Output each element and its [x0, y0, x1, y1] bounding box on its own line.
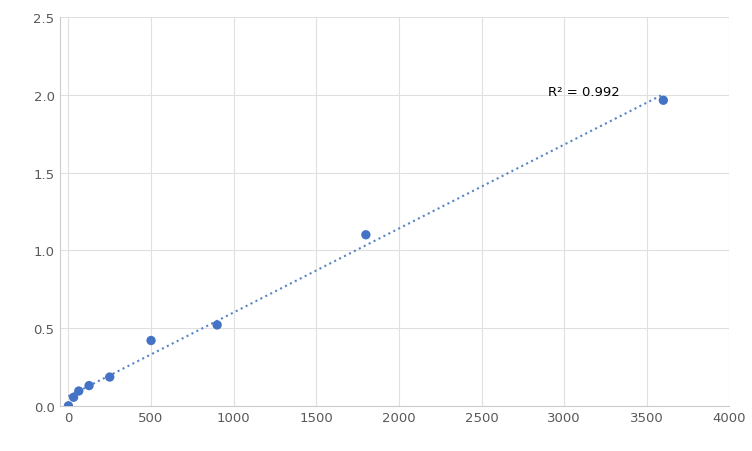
Point [73, 387, 85, 395]
Point [211, 322, 223, 329]
Point [657, 97, 669, 105]
Text: R² = 0.992: R² = 0.992 [547, 86, 620, 99]
Point [68, 394, 80, 401]
Point [62, 402, 74, 410]
Point [360, 232, 372, 239]
Point [83, 382, 95, 389]
Point [145, 337, 157, 345]
Point [104, 373, 116, 381]
